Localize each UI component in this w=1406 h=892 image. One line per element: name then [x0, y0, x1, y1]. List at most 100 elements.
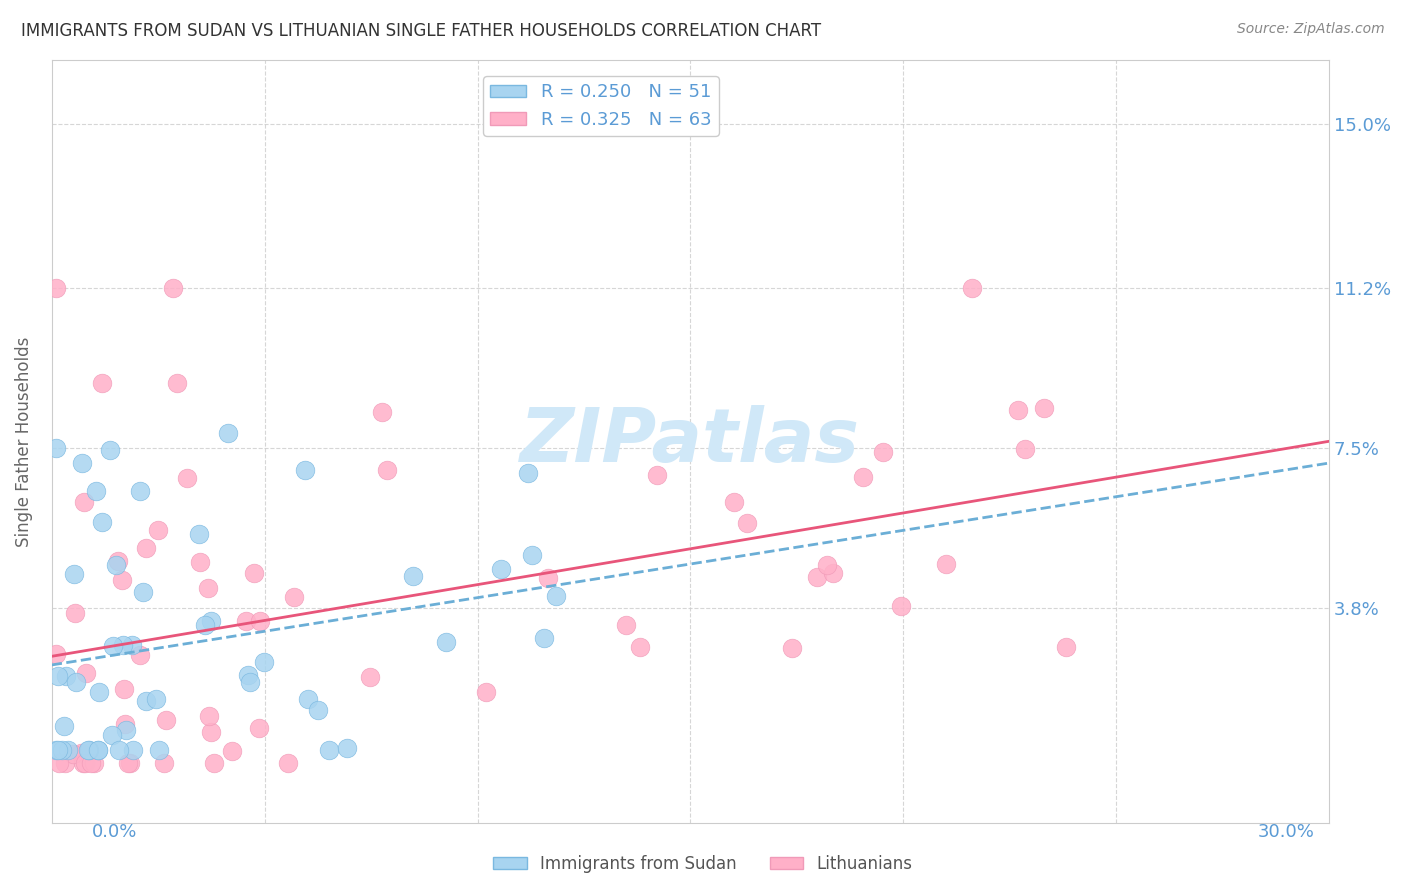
Point: [371, 404, 394, 418]
Point: [45, 441, 67, 455]
Point: [75, 756, 97, 770]
Point: [176, 470, 198, 484]
Point: [84, 484, 107, 499]
Point: [51, 743, 73, 757]
Point: [200, 724, 222, 739]
Point: [91, 376, 114, 391]
Text: 30.0%: 30.0%: [1258, 822, 1315, 840]
Point: [221, 744, 243, 758]
Point: [217, 425, 239, 440]
Point: [194, 617, 217, 632]
Point: [359, 670, 381, 684]
Point: [110, 573, 132, 587]
Point: [247, 721, 270, 735]
Point: [188, 527, 211, 541]
Point: [73, 495, 96, 509]
Point: [63, 606, 86, 620]
Legend: R = 0.250   N = 51, R = 0.325   N = 63: R = 0.250 N = 51, R = 0.325 N = 63: [484, 77, 718, 136]
Point: [132, 585, 155, 599]
Point: [108, 743, 131, 757]
Point: [101, 728, 124, 742]
Point: [297, 692, 319, 706]
Point: [80, 756, 103, 770]
Point: [723, 494, 745, 508]
Point: [307, 702, 329, 716]
Point: [65, 675, 87, 690]
Point: [166, 376, 188, 391]
Point: [544, 589, 567, 603]
Point: [536, 570, 558, 584]
Point: [872, 444, 894, 458]
Point: [935, 557, 957, 571]
Point: [101, 639, 124, 653]
Point: [243, 566, 266, 581]
Point: [152, 756, 174, 770]
Point: [121, 638, 143, 652]
Point: [86, 743, 108, 757]
Point: [45, 281, 67, 295]
Point: [236, 667, 259, 681]
Point: [129, 484, 152, 499]
Point: [112, 682, 135, 697]
Point: [112, 638, 135, 652]
Point: [46, 669, 69, 683]
Point: [253, 655, 276, 669]
Point: [128, 648, 150, 662]
Point: [962, 281, 984, 295]
Point: [53, 756, 76, 770]
Point: [277, 756, 299, 770]
Point: [517, 467, 540, 481]
Point: [107, 553, 129, 567]
Point: [72, 756, 94, 770]
Point: [70, 746, 93, 760]
Point: [735, 516, 758, 530]
Point: [75, 665, 97, 680]
Point: [70, 456, 93, 470]
Point: [55, 669, 77, 683]
Point: [52, 719, 75, 733]
Legend: Immigrants from Sudan, Lithuanians: Immigrants from Sudan, Lithuanians: [486, 848, 920, 880]
Point: [46, 743, 69, 757]
Point: [145, 692, 167, 706]
Point: [62, 747, 84, 762]
Point: [122, 743, 145, 757]
Point: [118, 756, 141, 770]
Point: [522, 548, 544, 562]
Point: [815, 558, 838, 573]
Point: [336, 740, 359, 755]
Point: [823, 566, 845, 580]
Point: [474, 685, 496, 699]
Point: [283, 590, 305, 604]
Point: [202, 756, 225, 770]
Y-axis label: Single Father Households: Single Father Households: [15, 336, 32, 547]
Point: [162, 281, 184, 295]
Point: [890, 599, 912, 614]
Text: ZIPatlas: ZIPatlas: [520, 405, 860, 478]
Text: 0.0%: 0.0%: [91, 822, 136, 840]
Point: [104, 558, 127, 572]
Text: Source: ZipAtlas.com: Source: ZipAtlas.com: [1237, 22, 1385, 37]
Point: [198, 709, 221, 723]
Point: [318, 743, 340, 757]
Point: [90, 515, 112, 529]
Point: [235, 615, 257, 629]
Point: [48, 756, 70, 770]
Point: [1007, 402, 1029, 417]
Point: [114, 723, 136, 738]
Point: [45, 647, 67, 661]
Point: [77, 743, 100, 757]
Point: [155, 714, 177, 728]
Point: [87, 685, 110, 699]
Point: [628, 640, 651, 655]
Text: IMMIGRANTS FROM SUDAN VS LITHUANIAN SINGLE FATHER HOUSEHOLDS CORRELATION CHART: IMMIGRANTS FROM SUDAN VS LITHUANIAN SING…: [21, 22, 821, 40]
Point: [200, 614, 222, 628]
Point: [146, 524, 169, 538]
Point: [114, 716, 136, 731]
Point: [135, 541, 157, 555]
Point: [401, 568, 423, 582]
Point: [239, 675, 262, 690]
Point: [806, 570, 828, 584]
Point: [77, 743, 100, 757]
Point: [45, 743, 67, 757]
Point: [83, 756, 105, 770]
